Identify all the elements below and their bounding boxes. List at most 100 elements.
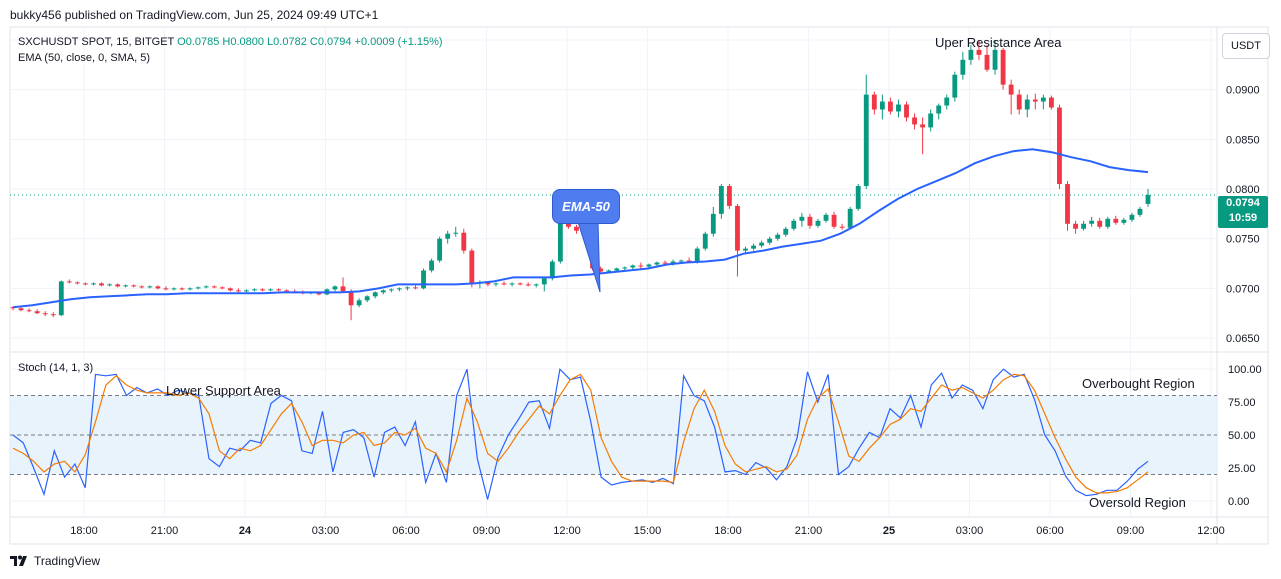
candle-body [960, 59, 966, 75]
footer-brand[interactable]: TradingView [10, 554, 100, 568]
brand-name: TradingView [34, 554, 101, 568]
price-tick-label: 0.0900 [1226, 85, 1260, 97]
candle [718, 184, 724, 219]
candle [1024, 94, 1030, 118]
candle-body [1016, 94, 1022, 110]
symbol-legend[interactable]: SXCHUSDT SPOT, 15, BITGET O0.0785 H0.080… [18, 36, 443, 48]
candle-body [1040, 97, 1046, 102]
candle-body [163, 288, 169, 290]
candle [42, 311, 48, 317]
candle-body [340, 286, 346, 292]
candle-body [686, 260, 692, 262]
candle [58, 280, 64, 317]
stoch-d-line [12, 373, 1149, 494]
candle [968, 44, 974, 65]
candle-body [244, 290, 249, 292]
candle [1145, 189, 1151, 207]
callout-pointer [577, 221, 601, 293]
candle [429, 258, 434, 273]
candle-body [380, 290, 386, 293]
candle-body [348, 291, 354, 306]
candle [421, 268, 426, 290]
candle-body [976, 49, 982, 55]
candle [638, 262, 644, 269]
candle-body [549, 261, 555, 279]
time-axis-labels: 18:00 21:00 24 03:00 06:00 09:00 12:00 15:00 18:… [70, 525, 1225, 537]
candle-body [855, 186, 861, 209]
candle-body [1105, 218, 1111, 227]
candle [115, 283, 121, 288]
candle-body [710, 213, 716, 234]
candle-body [493, 283, 499, 285]
candle [928, 109, 934, 132]
candle-body [783, 228, 789, 235]
chart-frame [9, 26, 1269, 545]
candle-body [453, 232, 459, 234]
candle [203, 285, 209, 289]
stoch-tick-label: 25.00 [1228, 463, 1256, 475]
candle-body [91, 283, 96, 285]
candle-body [66, 281, 72, 283]
candle-body [501, 283, 507, 285]
candle [396, 287, 402, 292]
candle-body [791, 220, 797, 229]
candle [244, 289, 249, 293]
candle-body [227, 288, 233, 291]
candle [147, 285, 153, 289]
candle [525, 282, 531, 287]
candle-body [284, 290, 290, 292]
candle [815, 218, 821, 228]
candle-body [896, 104, 901, 112]
symbol-name: SXCHUSDT SPOT, 15, BITGET [18, 36, 175, 48]
candle [920, 117, 926, 155]
candle-body [743, 248, 748, 251]
candle [437, 236, 443, 263]
candle [171, 287, 177, 291]
candle-body [509, 283, 515, 285]
candle [340, 277, 346, 293]
candle-body [219, 287, 225, 289]
time-tick-label: 24 [239, 525, 252, 537]
candle-body [678, 260, 684, 262]
candle-body [879, 101, 885, 110]
candle-body [461, 232, 467, 251]
oversold-annotation[interactable]: Oversold Region [1089, 495, 1186, 510]
candle [960, 51, 966, 80]
candle-body [356, 300, 362, 306]
candle [332, 285, 338, 292]
candle [509, 282, 515, 287]
support-annotation[interactable]: Lower Support Area [166, 383, 281, 398]
candle [952, 71, 958, 102]
stoch-legend[interactable]: Stoch (14, 1, 3) [18, 362, 94, 374]
candle-body [1073, 223, 1078, 229]
candle [1089, 216, 1095, 227]
ema-legend[interactable]: EMA (50, close, 0, SMA, 5) [18, 52, 151, 64]
candle-body [1089, 220, 1095, 224]
ema-callout[interactable]: EMA-50 [552, 189, 620, 224]
candle-body [123, 285, 129, 287]
candle [1048, 95, 1054, 110]
candle [783, 226, 789, 237]
overbought-annotation[interactable]: Overbought Region [1082, 376, 1195, 391]
candle [1065, 181, 1070, 231]
candle [219, 286, 225, 290]
candle [405, 286, 410, 291]
candle-body [1097, 220, 1103, 227]
candle-body [702, 233, 708, 249]
time-tick-label: 18:00 [70, 525, 98, 537]
candle [268, 288, 274, 292]
candle [235, 288, 241, 293]
candle [453, 226, 459, 237]
currency-unit-button[interactable]: USDT [1222, 33, 1270, 59]
tradingview-logo-icon [10, 555, 27, 566]
candle [26, 308, 32, 313]
candle-body [992, 49, 998, 70]
candle-body [1129, 214, 1135, 220]
candle [517, 282, 523, 286]
candle [493, 282, 499, 287]
time-tick-label: 21:00 [795, 525, 823, 537]
candle-body [485, 282, 491, 285]
candle-body [10, 307, 16, 309]
resistance-annotation[interactable]: Uper Resistance Area [935, 35, 1062, 50]
